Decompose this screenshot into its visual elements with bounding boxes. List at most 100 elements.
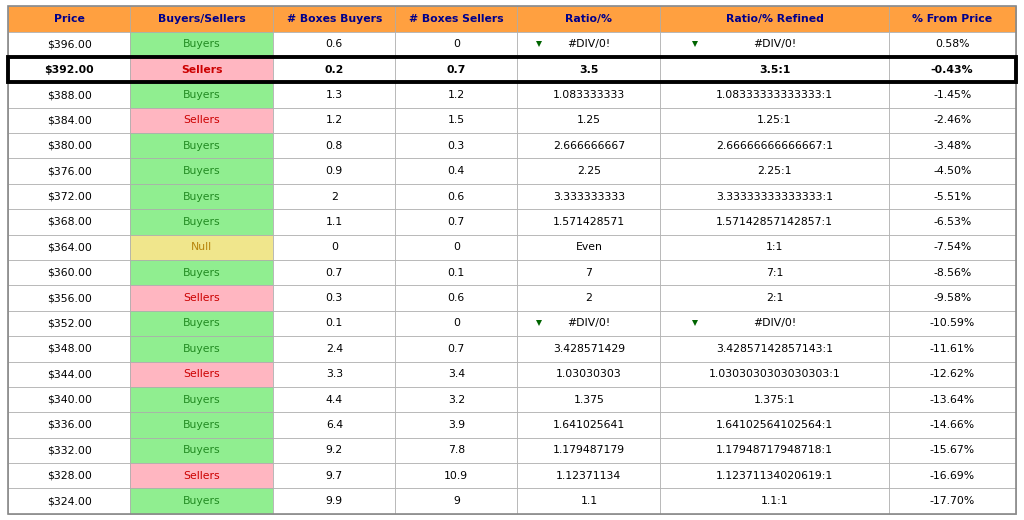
Text: Even: Even [575, 242, 602, 252]
Bar [273, 159, 395, 184]
Text: Sellers: Sellers [183, 115, 220, 125]
Text: $324.00: $324.00 [47, 496, 91, 506]
Bar [517, 82, 660, 108]
Bar [8, 6, 130, 32]
Bar [395, 311, 517, 336]
Bar [395, 32, 517, 57]
Text: Buyers: Buyers [183, 420, 220, 430]
Bar [8, 361, 130, 387]
Bar [8, 108, 130, 133]
Text: -13.64%: -13.64% [930, 395, 975, 405]
Bar [8, 184, 130, 209]
Text: Buyers: Buyers [183, 318, 220, 329]
Text: Buyers: Buyers [183, 395, 220, 405]
Text: $332.00: $332.00 [47, 445, 91, 456]
Text: -10.59%: -10.59% [930, 318, 975, 329]
Text: # Boxes Buyers: # Boxes Buyers [287, 14, 382, 24]
Text: 0.3: 0.3 [447, 141, 465, 151]
Bar [889, 361, 1016, 387]
Bar [395, 57, 517, 82]
Bar [130, 133, 273, 159]
Text: 1.57142857142857:1: 1.57142857142857:1 [716, 217, 833, 227]
Bar [660, 387, 889, 412]
Text: -12.62%: -12.62% [930, 369, 975, 379]
Text: Sellers: Sellers [183, 471, 220, 480]
Bar [517, 159, 660, 184]
Text: 1:1: 1:1 [766, 242, 783, 252]
Text: Buyers/Sellers: Buyers/Sellers [158, 14, 246, 24]
Bar [395, 184, 517, 209]
Text: Buyers: Buyers [183, 217, 220, 227]
Bar [517, 133, 660, 159]
Bar [395, 438, 517, 463]
Bar [889, 159, 1016, 184]
Text: Buyers: Buyers [183, 268, 220, 278]
Bar [517, 108, 660, 133]
Bar [130, 6, 273, 32]
Bar [8, 57, 1016, 82]
Bar [889, 57, 1016, 82]
Text: -17.70%: -17.70% [930, 496, 975, 506]
Text: $360.00: $360.00 [47, 268, 92, 278]
Bar [395, 6, 517, 32]
Text: 7.8: 7.8 [447, 445, 465, 456]
Text: $396.00: $396.00 [47, 40, 91, 49]
Bar [8, 82, 130, 108]
Text: 1.17948717948718:1: 1.17948717948718:1 [716, 445, 833, 456]
Bar [395, 235, 517, 260]
Bar [273, 311, 395, 336]
Text: -6.53%: -6.53% [933, 217, 972, 227]
Bar [517, 361, 660, 387]
Bar [889, 184, 1016, 209]
Text: -5.51%: -5.51% [933, 191, 972, 202]
Text: Null: Null [191, 242, 212, 252]
Bar [660, 438, 889, 463]
Bar [8, 209, 130, 235]
Bar [660, 82, 889, 108]
Bar [130, 285, 273, 311]
Text: Buyers: Buyers [183, 496, 220, 506]
Text: $352.00: $352.00 [47, 318, 91, 329]
Text: 9.9: 9.9 [326, 496, 343, 506]
Bar [395, 412, 517, 438]
Bar [889, 336, 1016, 361]
Text: 1.1:1: 1.1:1 [761, 496, 788, 506]
Bar [660, 184, 889, 209]
Bar [273, 108, 395, 133]
Text: $380.00: $380.00 [47, 141, 92, 151]
Bar [130, 336, 273, 361]
Bar [660, 412, 889, 438]
Text: 3.33333333333333:1: 3.33333333333333:1 [716, 191, 833, 202]
Text: $348.00: $348.00 [47, 344, 91, 354]
Bar [395, 336, 517, 361]
Text: 1.08333333333333:1: 1.08333333333333:1 [716, 90, 834, 100]
Bar [8, 336, 130, 361]
Text: Price: Price [53, 14, 85, 24]
Text: 0: 0 [453, 318, 460, 329]
Bar [889, 133, 1016, 159]
Bar [889, 32, 1016, 57]
Text: -2.46%: -2.46% [933, 115, 972, 125]
Text: 1.2: 1.2 [326, 115, 343, 125]
Text: 1.2: 1.2 [447, 90, 465, 100]
Text: #DIV/0!: #DIV/0! [567, 318, 610, 329]
Text: 1.375: 1.375 [573, 395, 604, 405]
Text: Sellers: Sellers [181, 64, 222, 75]
Text: 1.571428571: 1.571428571 [553, 217, 625, 227]
Bar [517, 412, 660, 438]
Text: 0.7: 0.7 [446, 64, 466, 75]
Bar [8, 133, 130, 159]
Text: 1.5: 1.5 [447, 115, 465, 125]
Text: Buyers: Buyers [183, 445, 220, 456]
Bar [130, 361, 273, 387]
Text: $344.00: $344.00 [47, 369, 91, 379]
Bar [273, 463, 395, 488]
Bar [8, 387, 130, 412]
Text: Buyers: Buyers [183, 141, 220, 151]
Text: 1.083333333: 1.083333333 [553, 90, 625, 100]
Text: $340.00: $340.00 [47, 395, 92, 405]
Text: 1.0303030303030303:1: 1.0303030303030303:1 [709, 369, 841, 379]
Bar [660, 108, 889, 133]
Text: 1.375:1: 1.375:1 [754, 395, 796, 405]
Bar [273, 438, 395, 463]
